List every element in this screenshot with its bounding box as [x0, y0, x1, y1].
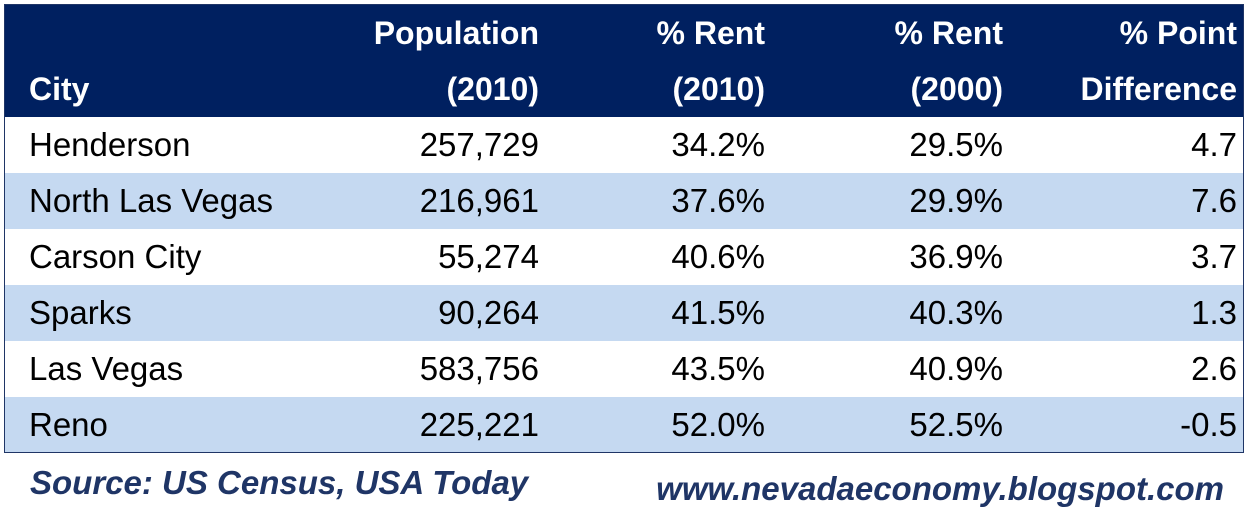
cell-point-difference: 3.7	[1191, 238, 1237, 275]
cell-rent-2000: 29.9%	[909, 182, 1003, 219]
cell-city: North Las Vegas	[29, 182, 273, 219]
header-point-difference-line2: Difference	[1080, 71, 1238, 107]
header-rent-2000: % Rent (2000)	[771, 5, 1009, 117]
cell-city: Henderson	[29, 126, 191, 163]
table-row: Sparks 90,264 41.5% 40.3% 1.3	[5, 285, 1243, 341]
table-row: Reno 225,221 52.0% 52.5% -0.5	[5, 397, 1243, 452]
cell-rent-2000: 29.5%	[909, 126, 1003, 163]
cell-population: 257,729	[419, 126, 539, 163]
cell-point-difference: 2.6	[1191, 350, 1237, 387]
header-rent-2000-line1: % Rent	[894, 15, 1003, 51]
header-city: City	[5, 5, 215, 117]
cell-rent-2010: 43.5%	[671, 350, 765, 387]
header-population-line1: Population	[373, 15, 539, 51]
cell-rent-2000: 40.9%	[909, 350, 1003, 387]
website-url: www.nevadaeconomy.blogspot.com	[656, 470, 1224, 507]
cell-population: 583,756	[419, 350, 539, 387]
cell-rent-2000: 40.3%	[909, 294, 1003, 331]
table-body: Henderson 257,729 34.2% 29.5% 4.7 North …	[5, 117, 1243, 452]
cell-point-difference: 1.3	[1191, 294, 1237, 331]
header-point-difference: % Point Difference	[1009, 5, 1243, 117]
cell-rent-2000: 36.9%	[909, 238, 1003, 275]
cell-point-difference: 7.6	[1191, 182, 1237, 219]
table-header: City Population (2010) % Rent (2010) % R…	[5, 5, 1243, 117]
header-point-difference-line1: % Point	[1119, 15, 1237, 51]
header-population-line2: (2010)	[446, 71, 540, 107]
header-rent-2010: % Rent (2010)	[545, 5, 771, 117]
cell-population: 225,221	[419, 406, 539, 443]
cell-rent-2010: 41.5%	[671, 294, 765, 331]
cell-rent-2010: 37.6%	[671, 182, 765, 219]
cell-rent-2000: 52.5%	[909, 406, 1003, 443]
data-table: City Population (2010) % Rent (2010) % R…	[5, 5, 1243, 452]
header-rent-2010-line1: % Rent	[656, 15, 765, 51]
table-row: Carson City 55,274 40.6% 36.9% 3.7	[5, 229, 1243, 285]
cell-city: Las Vegas	[29, 350, 184, 387]
rent-table: City Population (2010) % Rent (2010) % R…	[4, 4, 1244, 453]
cell-rent-2010: 34.2%	[671, 126, 765, 163]
source-note: Source: US Census, USA Today	[30, 464, 529, 501]
header-population: Population (2010)	[215, 5, 545, 117]
header-city-line2: City	[29, 71, 90, 107]
cell-population: 216,961	[419, 182, 539, 219]
table-row: Henderson 257,729 34.2% 29.5% 4.7	[5, 117, 1243, 173]
header-rent-2010-line2: (2010)	[672, 71, 766, 107]
table-row: North Las Vegas 216,961 37.6% 29.9% 7.6	[5, 173, 1243, 229]
table-row: Las Vegas 583,756 43.5% 40.9% 2.6	[5, 341, 1243, 397]
cell-population: 90,264	[438, 294, 539, 331]
header-rent-2000-line2: (2000)	[910, 71, 1004, 107]
cell-city: Reno	[29, 406, 108, 443]
cell-point-difference: 4.7	[1191, 126, 1237, 163]
cell-rent-2010: 40.6%	[671, 238, 765, 275]
cell-population: 55,274	[438, 238, 539, 275]
cell-rent-2010: 52.0%	[671, 406, 765, 443]
cell-city: Carson City	[29, 238, 202, 275]
cell-point-difference: -0.5	[1180, 406, 1237, 443]
header-row: City Population (2010) % Rent (2010) % R…	[5, 5, 1243, 117]
cell-city: Sparks	[29, 294, 132, 331]
footer: Source: US Census, USA Today www.nevadae…	[0, 458, 1248, 508]
